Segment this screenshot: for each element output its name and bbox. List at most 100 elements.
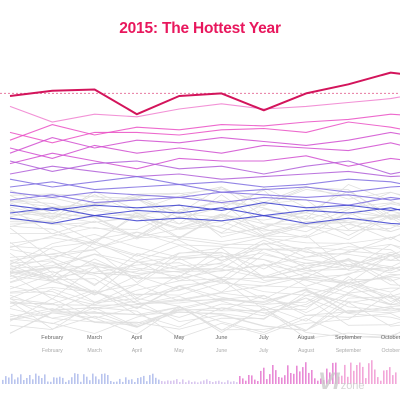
x-tick-label: March xyxy=(87,335,102,341)
strip-bar xyxy=(179,382,181,384)
strip-bar xyxy=(368,363,370,384)
strip-bar xyxy=(68,380,70,384)
strip-bar xyxy=(233,381,235,384)
strip-bar xyxy=(86,376,88,384)
strip-bar xyxy=(47,381,49,384)
background-line xyxy=(9,270,400,305)
background-line xyxy=(9,231,400,262)
strip-bar xyxy=(239,376,241,384)
strip-bar xyxy=(185,382,187,384)
background-line xyxy=(9,293,400,322)
strip-bar xyxy=(89,380,91,384)
strip-bar xyxy=(344,364,346,384)
strip-bar xyxy=(209,381,211,384)
background-line xyxy=(9,289,400,320)
background-line xyxy=(9,306,400,334)
x-tick-label: June xyxy=(216,335,228,341)
strip-bar xyxy=(191,382,193,384)
background-line xyxy=(9,285,400,308)
strip-bar xyxy=(221,381,223,384)
x-tick-label: April xyxy=(131,335,142,341)
strip-bar xyxy=(284,375,286,384)
strip-bar xyxy=(116,381,118,384)
strip-bar xyxy=(119,378,121,384)
strip-bar xyxy=(329,372,331,384)
strip-bar xyxy=(257,381,259,384)
x-tick-label-secondary: June xyxy=(216,348,227,354)
strip-bar xyxy=(326,368,328,384)
strip-bar xyxy=(371,360,373,384)
strip-bar xyxy=(128,379,130,384)
strip-bar xyxy=(26,378,28,384)
strip-bar xyxy=(215,381,217,384)
strip-bar xyxy=(53,377,55,384)
strip-bar xyxy=(23,380,25,384)
series-line xyxy=(9,160,400,175)
strip-bar xyxy=(350,362,352,384)
strip-bar xyxy=(38,375,40,384)
series-line xyxy=(9,207,400,217)
strip-bar xyxy=(263,367,265,384)
strip-bar xyxy=(242,378,244,384)
series-line xyxy=(9,191,400,201)
background-line xyxy=(9,243,400,275)
background-line xyxy=(9,247,400,284)
strip-bar xyxy=(338,376,340,384)
strip-bar xyxy=(131,379,133,384)
series-line xyxy=(9,131,400,154)
strip-bar xyxy=(113,381,115,384)
strip-bar xyxy=(50,381,52,384)
background-line xyxy=(9,184,400,220)
strip-bar xyxy=(146,381,148,384)
series-line xyxy=(9,215,400,225)
strip-bar xyxy=(383,370,385,384)
strip-bar xyxy=(305,362,307,384)
watermark-logo: VI zone xyxy=(318,368,365,396)
background-line xyxy=(9,257,400,293)
strip-bar xyxy=(167,380,169,384)
strip-bar xyxy=(356,365,358,384)
strip-bar xyxy=(149,375,151,384)
strip-bar xyxy=(110,381,112,384)
strip-bar xyxy=(314,378,316,384)
strip-bar xyxy=(155,377,157,384)
x-axis: February February March March April April May M… xyxy=(41,335,400,354)
strip-bar xyxy=(347,376,349,384)
strip-bar xyxy=(95,376,97,384)
strip-bar xyxy=(335,362,337,384)
background-line xyxy=(9,265,400,301)
strip-bar xyxy=(8,377,10,384)
strip-bar xyxy=(137,378,139,384)
strip-bar xyxy=(182,379,184,384)
background-line xyxy=(9,227,400,262)
x-tick-label: July xyxy=(259,335,269,341)
series-line xyxy=(9,176,400,188)
strip-bar xyxy=(41,378,43,384)
x-tick-label: October xyxy=(381,335,400,341)
strip-bar xyxy=(140,377,142,384)
strip-bar xyxy=(290,373,292,384)
background-line xyxy=(9,263,400,300)
strip-bar xyxy=(227,380,229,384)
strip-bar xyxy=(248,375,250,384)
strip-bar xyxy=(101,373,103,384)
strip-bar xyxy=(269,374,271,384)
strip-bar xyxy=(188,380,190,384)
background-line xyxy=(9,252,400,282)
x-tick-label: February xyxy=(41,335,63,341)
strip-bar xyxy=(20,374,22,384)
strip-bar xyxy=(308,372,310,384)
strip-bar xyxy=(134,382,136,384)
strip-bar xyxy=(14,379,16,384)
strip-bar xyxy=(311,370,313,384)
highlight-series-line xyxy=(9,71,400,116)
strip-bar xyxy=(194,381,196,384)
strip-bar xyxy=(293,373,295,384)
background-line xyxy=(9,295,400,330)
background-line xyxy=(9,234,400,271)
strip-bar xyxy=(35,373,37,384)
strip-bar xyxy=(281,377,283,384)
colored-lines xyxy=(9,96,400,225)
background-line xyxy=(9,287,400,314)
strip-bar xyxy=(230,381,232,384)
